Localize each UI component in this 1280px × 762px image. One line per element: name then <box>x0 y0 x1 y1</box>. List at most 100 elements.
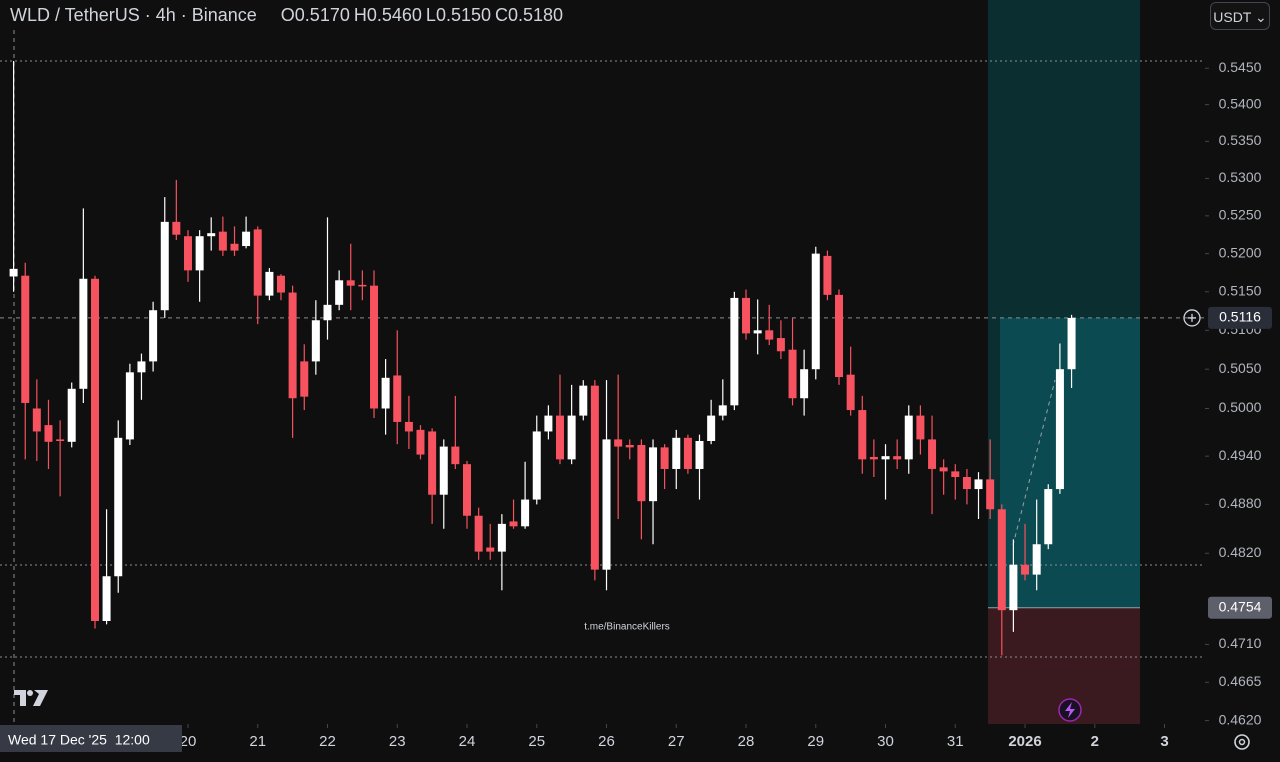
alert-icon[interactable] <box>1058 698 1082 722</box>
settings-icon[interactable] <box>1234 734 1250 750</box>
candle-body <box>102 576 111 622</box>
candle-body <box>183 236 192 271</box>
candle-body <box>602 439 611 570</box>
y-axis: 0.4620 0.4665 0.4710 0.4820 0.4880 0.4940 0.50… <box>1183 59 1272 727</box>
candle-body <box>649 447 658 502</box>
candle-body <box>276 275 285 293</box>
candle-body <box>637 444 646 502</box>
candle-body <box>265 271 274 296</box>
x-tick-label: 2 <box>1091 733 1099 750</box>
candle-body <box>439 446 448 495</box>
candle-body <box>846 374 855 411</box>
ohlc-value: 0.5170 <box>294 5 350 25</box>
logo-part <box>14 690 26 706</box>
candle-body <box>614 439 623 447</box>
candle-body <box>91 278 100 622</box>
candle-body <box>311 320 320 362</box>
candle-body <box>218 231 227 251</box>
candle-body <box>416 429 425 455</box>
ohlc-key: H <box>353 5 367 25</box>
y-tick-label: 0.4880 <box>1219 495 1262 511</box>
logo-part <box>33 690 48 706</box>
candle-body <box>1021 564 1030 575</box>
candle-body <box>230 243 239 251</box>
candle-body <box>288 292 297 399</box>
candle-body <box>788 349 797 399</box>
entry-label: 0.4754 <box>1219 598 1262 614</box>
candle-body <box>32 408 41 432</box>
candle-body <box>172 221 181 235</box>
y-tick-label: 0.4620 <box>1219 711 1262 727</box>
candle-body <box>753 330 762 334</box>
candle-body <box>160 221 169 311</box>
candles <box>9 60 1076 656</box>
x-tick-label: 28 <box>738 733 755 750</box>
candle-body <box>893 456 902 460</box>
candle-body <box>544 415 553 432</box>
x-tick-label: 22 <box>319 733 336 750</box>
candle-body <box>986 479 995 510</box>
x-tick-label: 26 <box>598 733 615 750</box>
watermark: t.me/BinanceKillers <box>584 622 670 633</box>
entry-label-bg <box>1208 596 1272 619</box>
candle-body <box>253 229 262 296</box>
icon-bolt[interactable] <box>1065 702 1075 718</box>
candle-body <box>974 479 983 490</box>
candle-body <box>79 278 88 389</box>
candle-body <box>660 447 669 469</box>
gear[interactable] <box>1234 734 1250 750</box>
candle-body <box>1044 489 1053 545</box>
candle-body <box>56 439 65 442</box>
y-tick-label: 0.5150 <box>1219 282 1262 298</box>
candle-body <box>195 236 204 271</box>
currency-dropdown[interactable]: USDT ⌄ <box>1210 2 1270 30</box>
y-tick-label: 0.4710 <box>1219 635 1262 651</box>
ohlc-value: 0.5180 <box>508 5 564 25</box>
candle-body <box>207 233 216 237</box>
candle-body <box>997 509 1006 611</box>
y-tick-label: 0.4940 <box>1219 447 1262 463</box>
x-tick-label: 2026 <box>1008 733 1041 750</box>
candle-body <box>1055 369 1064 490</box>
candle-body <box>951 471 960 477</box>
y-tick-label: 0.5300 <box>1219 169 1262 185</box>
gear-center[interactable] <box>1238 738 1246 746</box>
candle-body <box>335 280 344 305</box>
candle-body <box>625 444 634 448</box>
candle-body <box>1009 564 1018 611</box>
candle-body <box>590 385 599 570</box>
last-price-label-bg <box>1208 306 1272 329</box>
candle-body <box>765 330 774 340</box>
x-tick-label: 21 <box>249 733 266 750</box>
currency[interactable]: USDT <box>1213 9 1252 25</box>
last-price-label: 0.5116 <box>1219 309 1261 325</box>
time-axis <box>0 724 1280 762</box>
ohlc-key: O <box>280 5 295 25</box>
y-tick-label: 0.4820 <box>1219 544 1262 560</box>
candle-body <box>404 421 413 432</box>
y-tick-label: 0.5050 <box>1219 360 1262 376</box>
y-tick-label: 0.5200 <box>1219 244 1262 260</box>
x-tick-label: 23 <box>389 733 406 750</box>
candle-body <box>346 280 355 286</box>
candle-body <box>21 275 30 403</box>
add-alert-button <box>1183 309 1201 327</box>
crosshair-label-bg <box>0 725 182 752</box>
candle-body <box>300 361 309 397</box>
candle-body <box>776 338 785 352</box>
tv-logo <box>14 690 48 706</box>
candle-body <box>9 268 18 277</box>
candle-body <box>811 253 820 370</box>
y-tick-label: 0.4665 <box>1219 673 1262 689</box>
candle-body <box>579 385 588 416</box>
candle-body <box>718 405 727 416</box>
candle-body <box>393 375 402 422</box>
x-tick-label: 27 <box>668 733 685 750</box>
candle-body <box>521 499 530 527</box>
candle-body <box>451 446 460 465</box>
candle-body <box>114 437 123 577</box>
candle-body <box>474 515 483 552</box>
candle-body <box>939 467 948 472</box>
